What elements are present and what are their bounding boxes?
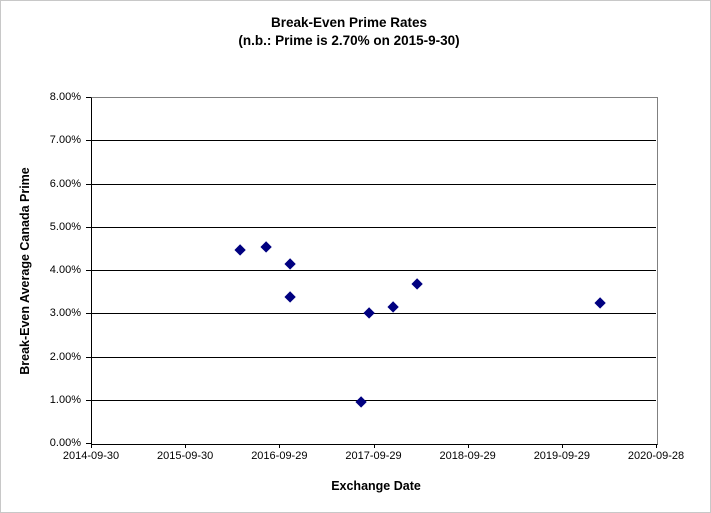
- x-axis-tick: [91, 444, 92, 448]
- x-axis-tick: [185, 444, 187, 448]
- horizontal-gridline: [91, 226, 656, 228]
- y-tick-label: 6.00%: [49, 177, 81, 190]
- y-axis-tick: [86, 443, 91, 444]
- x-axis-tick: [467, 444, 469, 448]
- chart-title: Break-Even Prime Rates: [270, 15, 428, 30]
- y-axis-tick: [86, 270, 91, 271]
- x-tick-label: 2020-09-28: [627, 450, 685, 462]
- x-axis-tick: [279, 444, 281, 448]
- y-axis-tick: [86, 226, 91, 228]
- y-tick-label: 2.00%: [49, 350, 81, 363]
- x-tick-label: 2019-09-29: [533, 450, 590, 462]
- y-tick-label: 7.00%: [49, 134, 81, 147]
- x-axis-tick: [656, 444, 657, 448]
- x-axis-tick: [561, 444, 563, 448]
- y-tick-label: 8.00%: [49, 91, 81, 103]
- horizontal-gridline: [91, 356, 656, 358]
- y-tick-label: 3.00%: [49, 307, 81, 320]
- x-tick-label: 2018-09-29: [439, 450, 496, 462]
- y-axis-tick: [86, 356, 91, 358]
- chart-title-block: Break-Even Prime Rates (n.b.: Prime is 2…: [99, 14, 599, 50]
- horizontal-gridline: [91, 140, 656, 142]
- x-tick-label: 2014-09-30: [62, 450, 120, 462]
- horizontal-gridline: [91, 399, 656, 401]
- y-tick-label: 1.00%: [49, 393, 81, 406]
- x-tick-label: 2017-09-29: [345, 450, 402, 462]
- y-tick-label: 4.00%: [49, 264, 81, 276]
- plot-area: [91, 97, 658, 445]
- chart-subtitle: (n.b.: Prime is 2.70% on 2015-9-30): [238, 33, 460, 48]
- x-tick-label: 2015-09-30: [157, 450, 214, 462]
- horizontal-gridline: [91, 183, 656, 185]
- y-axis-tick: [86, 399, 91, 401]
- y-axis-tick: [86, 140, 91, 142]
- y-tick-label: 5.00%: [49, 220, 81, 233]
- x-axis-tick: [373, 444, 375, 448]
- y-axis-tick: [86, 97, 91, 98]
- y-axis-tick: [86, 183, 91, 185]
- y-axis-title: Break-Even Average Canada Prime: [18, 167, 32, 375]
- horizontal-gridline: [91, 270, 656, 271]
- y-tick-label: 0.00%: [49, 437, 81, 449]
- x-tick-label: 2016-09-29: [251, 450, 308, 462]
- x-axis-title: Exchange Date: [331, 479, 421, 493]
- y-axis-tick: [86, 313, 91, 315]
